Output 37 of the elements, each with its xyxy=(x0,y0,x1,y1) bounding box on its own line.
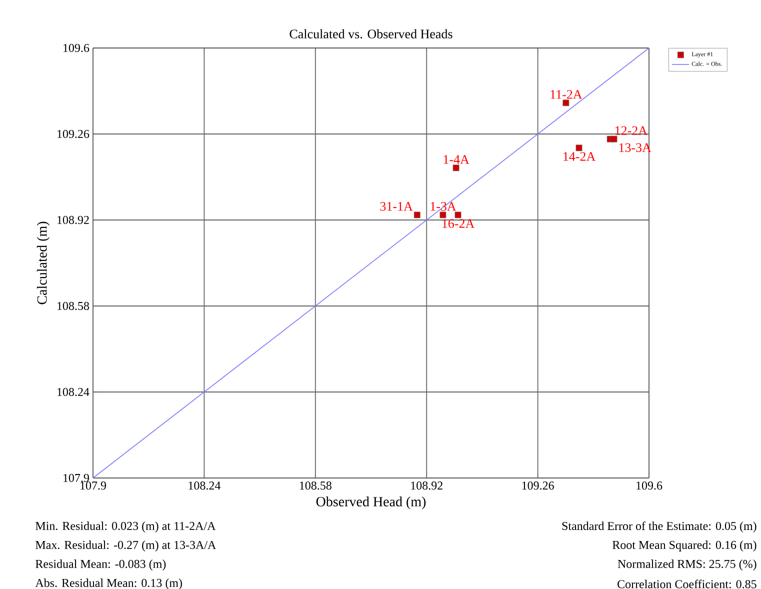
x-tick-label: 109.26 xyxy=(522,481,554,490)
point xyxy=(576,144,582,151)
y-tick-label: 109.26 xyxy=(58,130,90,138)
annotation: 14-2A xyxy=(564,152,596,160)
y-tick-label: 109.6 xyxy=(64,44,90,52)
text: Standard Error of the Estimate: 0.05 (m) xyxy=(562,521,756,532)
x-tick-label: 109.6 xyxy=(636,481,662,490)
point xyxy=(562,99,570,106)
x-axis-title: Observed Head (m) xyxy=(316,496,426,510)
text: Max. Residual: -0.27 (m) at 13-3A/A xyxy=(36,540,216,552)
annotation: 11-2A xyxy=(550,90,582,98)
y-tick-label: 108.58 xyxy=(58,302,90,310)
annotation: 1-4A xyxy=(444,154,470,164)
annotation: 16-2A xyxy=(442,218,475,228)
point xyxy=(414,212,420,218)
text: Correlation Coefficient: 0.85 xyxy=(618,579,756,588)
point xyxy=(452,164,460,171)
chart-title: Calculated vs. Observed Heads xyxy=(290,29,452,38)
annotation: 12-2A xyxy=(615,126,648,135)
x-tick-label: 108.92 xyxy=(411,481,442,490)
point xyxy=(610,136,618,142)
y-tick-label: 107.9 xyxy=(64,474,89,482)
point xyxy=(440,212,446,218)
y-axis-title: Calculated (m) xyxy=(36,222,50,304)
point xyxy=(454,212,462,218)
text: Root Mean Squared: 0.16 (m) xyxy=(612,540,756,552)
x-tick-label: 108.24 xyxy=(188,481,221,490)
text: Residual Mean: -0.083 (m) xyxy=(36,559,166,570)
x-tick-label: 107.9 xyxy=(80,481,106,490)
text: Abs. Residual Mean: 0.13 (m) xyxy=(35,578,182,589)
text: Min. Residual: 0.023 (m) at 11-2A/A xyxy=(36,521,216,532)
annotation: 31-1A xyxy=(380,202,413,211)
text: Normalized RMS: 25.75 (%) xyxy=(618,559,756,570)
y-tick-label: 108.24 xyxy=(58,388,90,396)
x-tick-label: 108.58 xyxy=(300,481,332,490)
annotation: 1-3A xyxy=(430,202,456,211)
y-tick-label: 108.92 xyxy=(58,216,89,224)
